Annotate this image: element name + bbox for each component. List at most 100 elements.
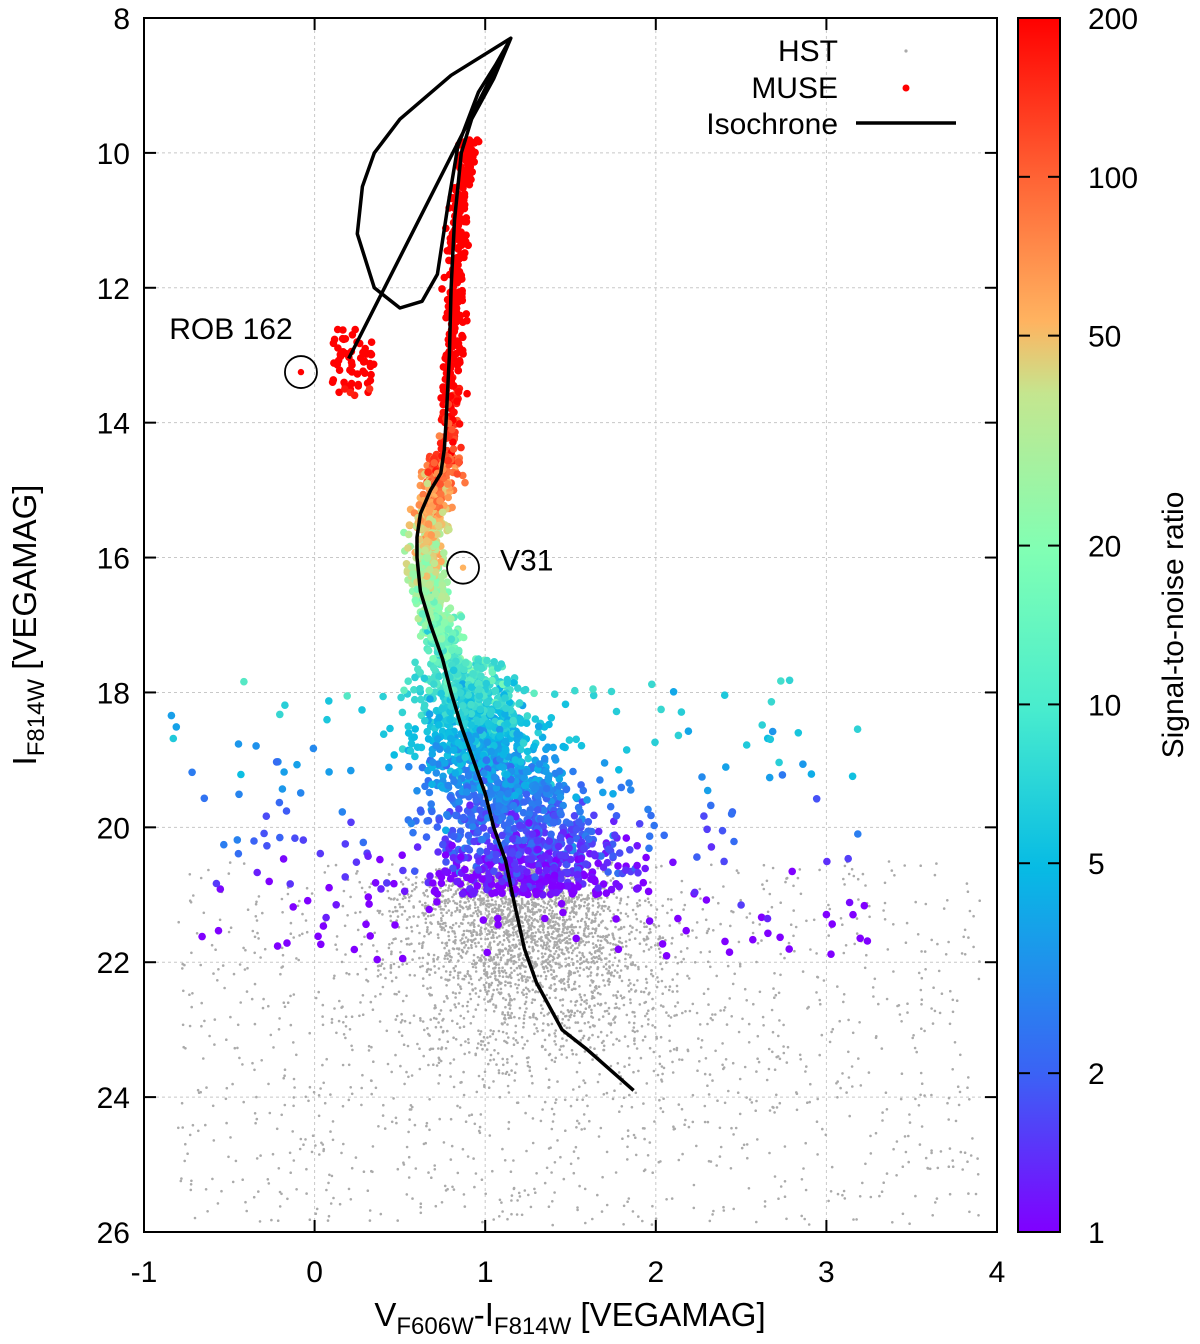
hst-point	[432, 1063, 435, 1066]
muse-point	[813, 795, 821, 803]
hst-point	[640, 990, 643, 993]
hst-point	[502, 997, 505, 1000]
hst-point	[571, 1049, 574, 1052]
hst-point	[619, 902, 622, 905]
hst-point	[785, 1218, 788, 1221]
hst-point	[617, 1062, 620, 1065]
hst-point	[517, 1101, 520, 1104]
hst-point	[194, 1217, 197, 1220]
hst-point	[434, 1004, 437, 1007]
hst-point	[474, 1123, 477, 1126]
hst-point	[795, 1091, 798, 1094]
hst-point	[492, 1080, 495, 1083]
hst-point	[704, 1121, 707, 1124]
hst-point	[649, 881, 652, 884]
hst-point	[978, 960, 981, 963]
hst-point	[599, 993, 602, 996]
hst-point	[557, 963, 560, 966]
hst-point	[744, 988, 747, 991]
hst-point	[425, 922, 428, 925]
hst-point	[612, 877, 615, 880]
hst-point	[946, 899, 949, 902]
muse-point	[849, 773, 857, 781]
hst-point	[769, 1109, 772, 1112]
hst-point	[261, 912, 264, 915]
hst-point	[284, 1068, 287, 1071]
hst-point	[710, 1017, 713, 1020]
hst-point	[463, 901, 466, 904]
hst-point	[580, 996, 583, 999]
hst-point	[827, 934, 830, 937]
hst-point	[560, 1045, 563, 1048]
hst-point	[391, 942, 394, 945]
hst-point	[392, 898, 395, 901]
hst-point	[610, 879, 613, 882]
hst-point	[845, 944, 848, 947]
hst-point	[578, 974, 581, 977]
hst-point	[543, 971, 546, 974]
hst-point	[532, 998, 535, 1001]
hst-point	[429, 1048, 432, 1051]
hst-point	[620, 994, 623, 997]
hst-point	[523, 1043, 526, 1046]
hst-point	[491, 910, 494, 913]
hst-point	[480, 926, 483, 929]
hst-point	[749, 912, 752, 915]
hst-point	[714, 1013, 717, 1016]
hst-point	[407, 937, 410, 940]
hst-point	[601, 974, 604, 977]
hst-point	[177, 1127, 180, 1130]
hst-point	[924, 968, 927, 971]
hst-point	[800, 1215, 803, 1218]
hst-point	[602, 1015, 605, 1018]
hst-point	[594, 932, 597, 935]
hst-point	[800, 893, 803, 896]
hst-point	[837, 1193, 840, 1196]
hst-point	[415, 882, 418, 885]
hst-point	[600, 1031, 603, 1034]
hst-point	[561, 988, 564, 991]
hst-point	[346, 914, 349, 917]
hst-point	[511, 1194, 514, 1197]
hst-point	[614, 957, 617, 960]
hst-point	[502, 971, 505, 974]
hst-point	[382, 986, 385, 989]
hst-point	[504, 1006, 507, 1009]
hst-point	[635, 913, 638, 916]
hst-point	[658, 1161, 661, 1164]
hst-point	[659, 963, 662, 966]
hst-point	[399, 906, 402, 909]
hst-point	[601, 905, 604, 908]
hst-point	[237, 1024, 240, 1027]
hst-point	[245, 1210, 248, 1213]
hst-point	[507, 907, 510, 910]
hst-point	[462, 1005, 465, 1008]
hst-point	[583, 994, 586, 997]
hst-point	[914, 1098, 917, 1101]
hst-point	[806, 1007, 809, 1010]
hst-point	[610, 974, 613, 977]
hst-point	[384, 1127, 387, 1130]
hst-point	[603, 1093, 606, 1096]
hst-point	[729, 925, 732, 928]
hst-point	[524, 1011, 527, 1014]
hst-point	[475, 962, 478, 965]
hst-point	[504, 1159, 507, 1162]
muse-point	[682, 927, 690, 935]
hst-point	[967, 890, 970, 893]
hst-point	[580, 1039, 583, 1042]
hst-point	[805, 920, 808, 923]
hst-point	[550, 1171, 553, 1174]
hst-point	[501, 1148, 504, 1151]
hst-point	[625, 945, 628, 948]
hst-point	[601, 936, 604, 939]
hst-point	[563, 978, 566, 981]
hst-point	[561, 1004, 564, 1007]
hst-point	[680, 961, 683, 964]
hst-point	[551, 1200, 554, 1203]
hst-point	[560, 1053, 563, 1056]
hst-point	[454, 992, 457, 995]
hst-point	[771, 1009, 774, 1012]
hst-point	[667, 898, 670, 901]
